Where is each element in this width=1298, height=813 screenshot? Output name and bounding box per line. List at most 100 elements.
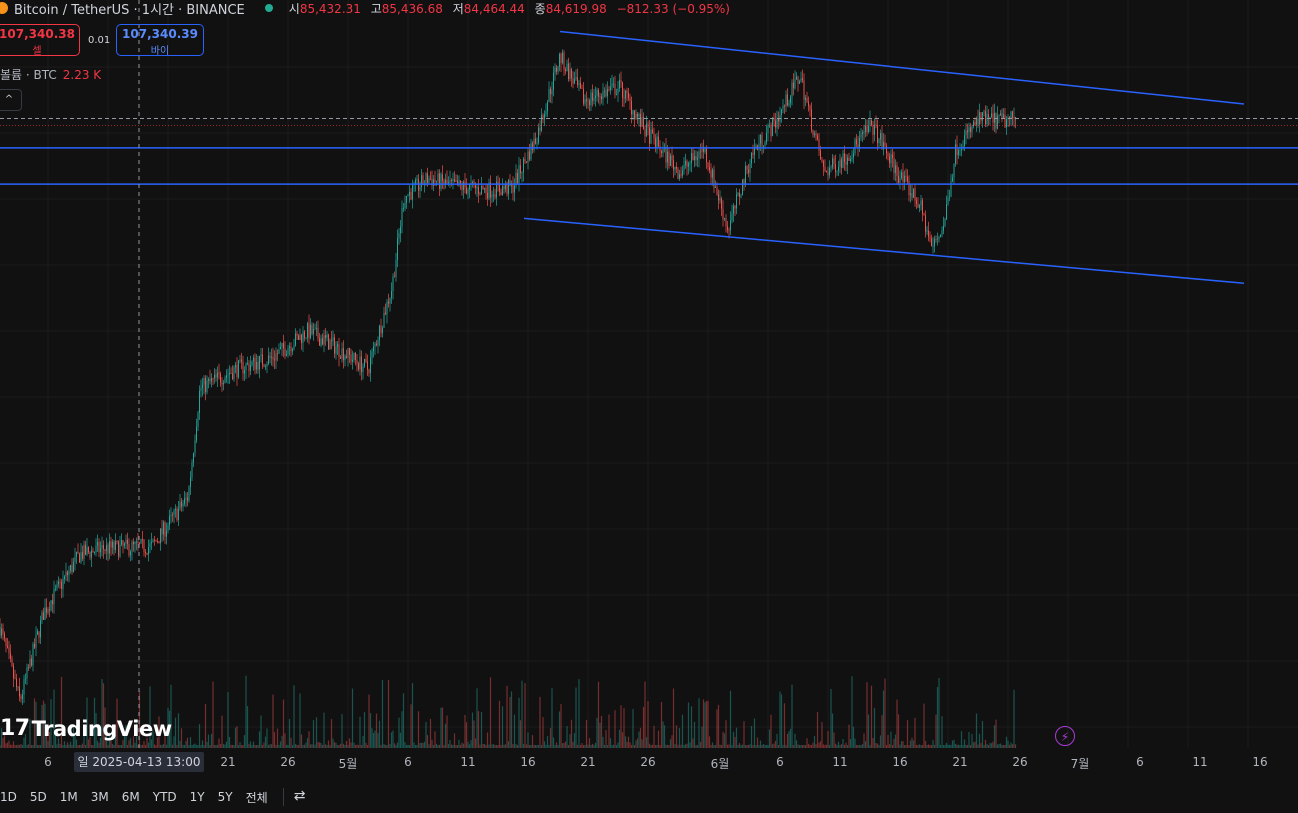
candle-body bbox=[665, 146, 667, 163]
range-button-전체[interactable]: 전체 bbox=[245, 790, 268, 805]
range-button-5y[interactable]: 5Y bbox=[217, 790, 233, 804]
volume-bar bbox=[825, 744, 828, 748]
volume-bar bbox=[455, 744, 457, 748]
lightning-icon[interactable]: ⚡ bbox=[1055, 726, 1075, 746]
candle-body bbox=[934, 239, 935, 247]
candle-body bbox=[139, 543, 140, 545]
range-button-5d[interactable]: 5D bbox=[29, 790, 47, 804]
channel-lower-line[interactable] bbox=[523, 217, 1245, 285]
candle-body bbox=[73, 561, 74, 573]
volume-bar bbox=[326, 745, 328, 748]
volume-bar bbox=[960, 731, 963, 748]
candle-body bbox=[941, 230, 943, 235]
candle-body bbox=[373, 346, 374, 352]
volume-bar bbox=[237, 745, 240, 748]
volume-bar bbox=[221, 715, 223, 748]
candle-body bbox=[13, 665, 14, 679]
volume-bar bbox=[741, 744, 744, 748]
range-button-1y[interactable]: 1Y bbox=[189, 790, 205, 804]
candle-body bbox=[869, 120, 871, 126]
range-button-ytd[interactable]: YTD bbox=[152, 790, 177, 804]
volume-bar bbox=[275, 744, 277, 748]
candle-body bbox=[877, 125, 878, 144]
volume-bar bbox=[584, 745, 586, 748]
candle-body bbox=[791, 82, 793, 97]
candle-body bbox=[187, 497, 188, 501]
volume-bar bbox=[933, 744, 936, 748]
time-axis[interactable]: 일 2025-04-13 13:00 6 21 26 5월 6 11 16 21 26 6월 6 11… bbox=[0, 749, 1298, 777]
volume-bar bbox=[75, 739, 78, 748]
candle-body bbox=[407, 194, 409, 197]
candle-body bbox=[400, 226, 401, 234]
range-button-3m[interactable]: 3M bbox=[90, 790, 109, 804]
volume-bar bbox=[288, 718, 291, 748]
volume-bar bbox=[590, 744, 592, 748]
candle-body bbox=[32, 644, 34, 666]
volume-bar bbox=[591, 743, 594, 748]
volume-bar bbox=[945, 742, 948, 748]
volume-bar bbox=[879, 735, 882, 748]
candle-body bbox=[830, 167, 832, 169]
candle-body bbox=[205, 378, 206, 393]
volume-bar bbox=[756, 737, 759, 748]
sell-button[interactable]: 107,340.38 셀 bbox=[0, 24, 80, 57]
tradingview-logo[interactable]: 17 TradingView bbox=[0, 716, 172, 741]
volume-bar bbox=[959, 744, 961, 748]
volume-bar bbox=[695, 745, 697, 748]
candle-body bbox=[881, 133, 883, 150]
range-button-1d[interactable]: 1D bbox=[0, 790, 17, 804]
candle-body bbox=[79, 553, 80, 563]
volume-bar bbox=[611, 744, 613, 748]
candle-body bbox=[916, 200, 917, 204]
volume-bar bbox=[285, 744, 288, 748]
range-button-6m[interactable]: 6M bbox=[121, 790, 140, 804]
volume-bar bbox=[347, 744, 349, 748]
volume-bar bbox=[161, 745, 163, 748]
volume-bar bbox=[575, 687, 577, 748]
candle-body bbox=[577, 77, 578, 85]
volume-bar bbox=[44, 703, 46, 748]
volume-bar bbox=[680, 744, 682, 748]
volume-bar bbox=[417, 711, 420, 748]
volume-bar bbox=[240, 745, 243, 748]
volume-bar bbox=[231, 744, 234, 748]
volume-bar bbox=[32, 744, 34, 748]
volume-bar bbox=[806, 738, 808, 748]
volume-bar bbox=[125, 725, 127, 748]
compare-date-icon[interactable]: ⇄ bbox=[282, 788, 314, 806]
volume-bar bbox=[251, 744, 253, 748]
range-button-1m[interactable]: 1M bbox=[59, 790, 78, 804]
volume-bar bbox=[710, 745, 712, 748]
volume-bar bbox=[849, 739, 852, 748]
candle-body bbox=[182, 503, 184, 507]
price-chart[interactable] bbox=[0, 0, 1298, 750]
candle-body bbox=[215, 374, 217, 378]
volume-bar bbox=[644, 681, 646, 748]
volume-bar bbox=[180, 728, 183, 748]
candle-body bbox=[296, 333, 298, 336]
buy-button[interactable]: 107,340.39 바이 bbox=[116, 24, 204, 57]
volume-bar bbox=[206, 741, 208, 748]
candle-body bbox=[376, 343, 377, 346]
candle-body bbox=[836, 170, 838, 172]
candle-body bbox=[713, 169, 715, 188]
volume-bar bbox=[1013, 689, 1015, 748]
channel-upper-line[interactable] bbox=[559, 30, 1245, 105]
volume-bar bbox=[269, 744, 271, 748]
candle-body bbox=[0, 626, 1, 636]
volume-bar bbox=[378, 720, 381, 748]
candle-body bbox=[458, 180, 460, 186]
candle-body bbox=[709, 167, 710, 171]
candle-body bbox=[746, 166, 748, 170]
candle-body bbox=[988, 114, 989, 118]
volume-bar bbox=[693, 721, 696, 748]
volume-bar bbox=[140, 744, 142, 748]
volume-label: 볼륨 · BTC bbox=[0, 68, 57, 82]
candle-body bbox=[412, 184, 413, 200]
volume-bar bbox=[929, 744, 931, 748]
volume-bar bbox=[860, 744, 862, 748]
volume-bar bbox=[266, 728, 268, 748]
collapse-legend-button[interactable]: ^ bbox=[0, 89, 22, 111]
symbol-title[interactable]: Bitcoin / TetherUS · 1시간 · BINANCE bbox=[14, 2, 245, 18]
volume-bar bbox=[783, 703, 786, 748]
